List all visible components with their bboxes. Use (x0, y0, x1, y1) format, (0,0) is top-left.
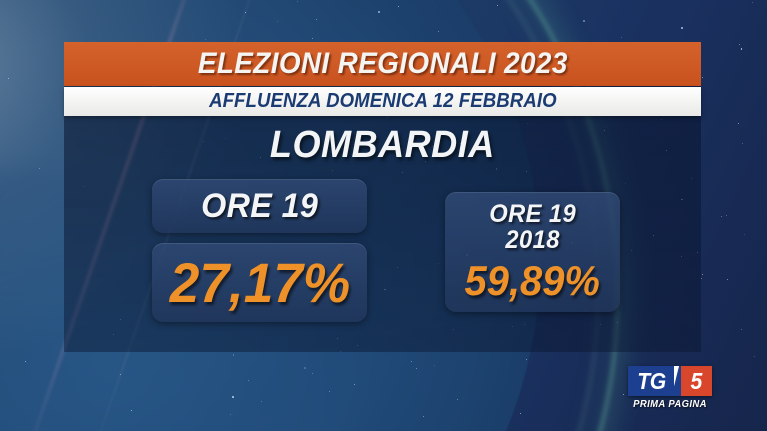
tg5-logo-mark: TG 5 (628, 366, 712, 396)
region-name: LOMBARDIA (270, 123, 495, 166)
tg5-logo-tg-block: TG (628, 366, 674, 396)
tg5-logo-tg-text: TG (636, 367, 666, 394)
previous-turnout-value: 59,89% (464, 257, 601, 304)
current-turnout-value: 27,17% (169, 250, 350, 314)
current-turnout-label: ORE 19 (200, 187, 319, 225)
region-title-container: LOMBARDIA (64, 122, 701, 168)
current-turnout-label-box: ORE 19 (152, 179, 367, 233)
tg5-logo-tagline: PRIMA PAGINA (633, 399, 707, 410)
previous-turnout-box: ORE 19 2018 59,89% (445, 192, 620, 312)
previous-turnout-label-line1: ORE 19 (489, 200, 576, 228)
tg5-logo-five-block: 5 (681, 366, 712, 396)
tg5-logo: TG 5 PRIMA PAGINA (628, 366, 712, 410)
header-title-bar: ELEZIONI REGIONALI 2023 (64, 42, 701, 86)
current-turnout-value-box: 27,17% (152, 243, 367, 322)
tg5-logo-slash-icon (674, 366, 681, 396)
page-title: ELEZIONI REGIONALI 2023 (197, 47, 568, 80)
tg5-logo-five-text: 5 (690, 367, 703, 394)
previous-turnout-label-line2: 2018 (505, 226, 560, 254)
page-subtitle: AFFLUENZA DOMENICA 12 FEBBRAIO (208, 90, 557, 112)
header-subtitle-bar: AFFLUENZA DOMENICA 12 FEBBRAIO (64, 87, 701, 116)
